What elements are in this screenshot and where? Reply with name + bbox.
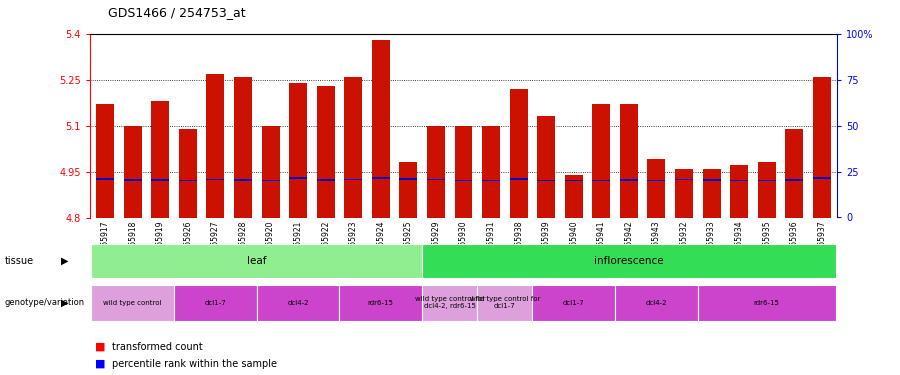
Bar xyxy=(482,180,500,182)
Text: dcl4-2: dcl4-2 xyxy=(645,300,667,306)
Bar xyxy=(289,177,307,179)
Bar xyxy=(565,175,582,217)
Text: ■: ■ xyxy=(94,359,105,369)
Bar xyxy=(813,177,831,179)
Bar xyxy=(96,104,114,218)
Text: ■: ■ xyxy=(94,342,105,352)
Bar xyxy=(256,285,339,321)
Bar xyxy=(730,180,748,182)
Bar xyxy=(372,177,390,179)
Bar xyxy=(422,244,835,278)
Bar xyxy=(179,180,197,182)
Text: inflorescence: inflorescence xyxy=(594,256,663,266)
Text: wild type control for
dcl1-7: wild type control for dcl1-7 xyxy=(470,296,540,309)
Text: genotype/variation: genotype/variation xyxy=(4,298,85,307)
Bar xyxy=(400,162,418,218)
Text: GDS1466 / 254753_at: GDS1466 / 254753_at xyxy=(108,6,246,19)
Bar xyxy=(454,180,472,182)
Bar xyxy=(339,285,422,321)
Bar xyxy=(174,285,256,321)
Bar xyxy=(92,285,174,321)
Text: tissue: tissue xyxy=(4,256,33,266)
Bar xyxy=(234,179,252,181)
Text: ▶: ▶ xyxy=(61,256,68,266)
Bar xyxy=(151,101,169,217)
Bar xyxy=(620,179,638,181)
Bar xyxy=(675,178,693,180)
Bar xyxy=(317,179,335,181)
Bar xyxy=(509,178,527,180)
Bar xyxy=(592,180,610,182)
Bar xyxy=(786,129,803,217)
Bar xyxy=(124,126,141,218)
Bar xyxy=(703,168,721,217)
Bar xyxy=(96,178,114,180)
Bar xyxy=(813,76,831,218)
Bar xyxy=(262,180,280,182)
Text: dcl1-7: dcl1-7 xyxy=(204,300,226,306)
Bar xyxy=(372,40,390,218)
Bar xyxy=(615,285,698,321)
Text: rdr6-15: rdr6-15 xyxy=(754,300,779,306)
Bar xyxy=(698,285,835,321)
Bar xyxy=(647,180,665,182)
Bar xyxy=(592,104,610,218)
Bar xyxy=(124,179,141,181)
Text: rdr6-15: rdr6-15 xyxy=(368,300,393,306)
Bar xyxy=(422,285,477,321)
Bar xyxy=(758,162,776,218)
Bar xyxy=(400,178,418,180)
Bar xyxy=(234,76,252,218)
Text: transformed count: transformed count xyxy=(112,342,203,352)
Text: wild type control: wild type control xyxy=(104,300,162,306)
Bar xyxy=(758,180,776,182)
Bar xyxy=(537,180,555,182)
Bar xyxy=(427,126,445,218)
Bar xyxy=(317,86,335,218)
Text: percentile rank within the sample: percentile rank within the sample xyxy=(112,359,277,369)
Bar xyxy=(509,89,527,218)
Bar xyxy=(151,179,169,181)
Text: ▶: ▶ xyxy=(61,298,68,308)
Text: leaf: leaf xyxy=(247,256,266,266)
Bar xyxy=(533,285,615,321)
Bar xyxy=(206,74,224,217)
Text: wild type control for
dcl4-2, rdr6-15: wild type control for dcl4-2, rdr6-15 xyxy=(415,296,485,309)
Bar xyxy=(289,83,307,218)
Text: dcl1-7: dcl1-7 xyxy=(562,300,585,306)
Bar xyxy=(262,126,280,218)
Text: dcl4-2: dcl4-2 xyxy=(287,300,309,306)
Bar xyxy=(345,178,362,180)
Bar xyxy=(427,178,445,180)
Bar xyxy=(537,116,555,218)
Bar xyxy=(565,180,582,182)
Bar xyxy=(179,129,197,217)
Bar xyxy=(786,179,803,181)
Bar xyxy=(345,76,362,218)
Bar xyxy=(647,159,665,218)
Bar xyxy=(730,165,748,218)
Bar xyxy=(703,179,721,181)
Bar xyxy=(620,104,638,218)
Bar xyxy=(675,168,693,217)
Bar xyxy=(454,126,472,218)
Bar xyxy=(482,126,500,218)
Bar xyxy=(206,178,224,180)
Bar xyxy=(92,244,422,278)
Bar xyxy=(477,285,533,321)
